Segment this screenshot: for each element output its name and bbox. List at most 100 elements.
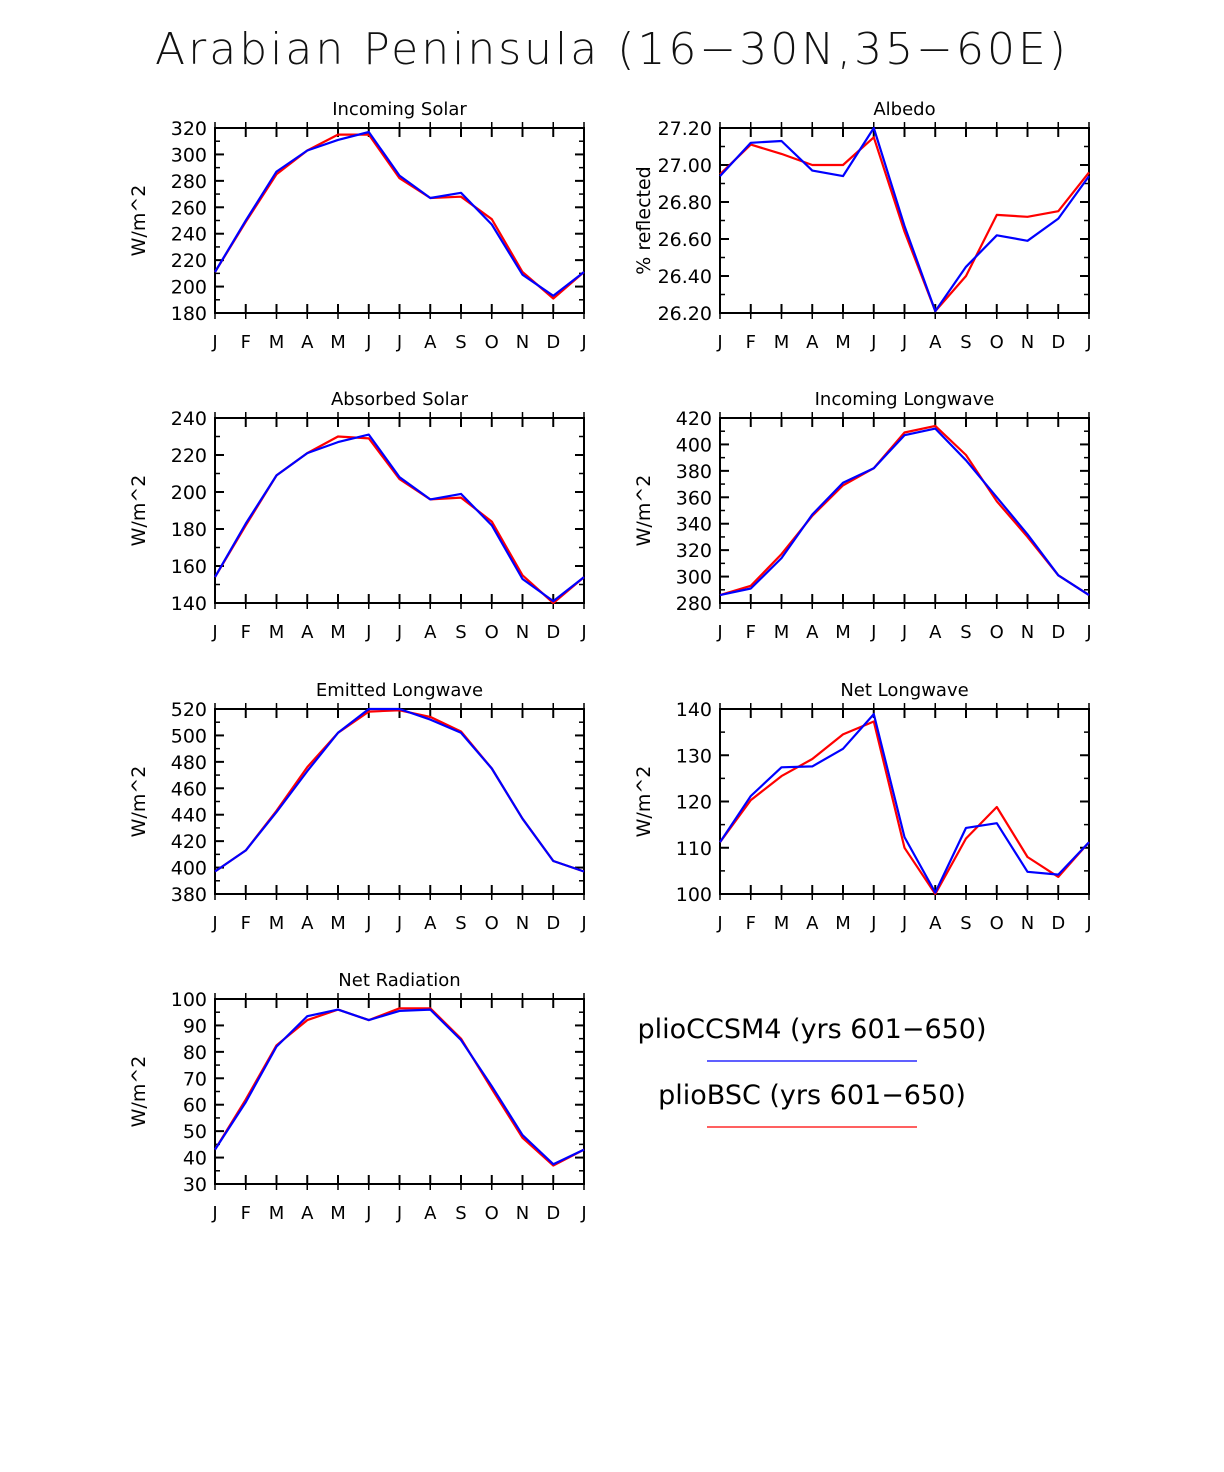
chart-title: Net Longwave <box>840 680 968 701</box>
y-tick-label: 480 <box>171 752 207 774</box>
x-tick-label: S <box>455 332 466 353</box>
y-tick-label: 160 <box>171 556 207 578</box>
x-tick-label: A <box>424 622 437 643</box>
x-tick-label: M <box>330 1203 346 1224</box>
y-tick-label: 500 <box>171 725 207 747</box>
x-tick-label: A <box>929 332 942 353</box>
x-tick-label: J <box>1085 913 1091 934</box>
series-line-pliobsc <box>719 136 1090 313</box>
chart-title: Absorbed Solar <box>331 389 469 410</box>
x-tick-label: S <box>455 622 466 643</box>
x-tick-label: M <box>774 622 790 643</box>
x-tick-label: D <box>546 332 560 353</box>
x-tick-label: A <box>301 1203 314 1224</box>
y-tick-label: 26.60 <box>658 229 712 251</box>
y-tick-label: 320 <box>676 540 712 562</box>
y-tick-label: 320 <box>171 118 207 140</box>
x-tick-label: A <box>301 622 314 643</box>
y-tick-label: 420 <box>171 831 207 853</box>
x-tick-label: A <box>301 913 314 934</box>
y-tick-label: 70 <box>183 1068 207 1090</box>
y-tick-label: 180 <box>171 519 207 541</box>
x-tick-label: J <box>901 913 907 934</box>
x-tick-label: O <box>990 332 1004 353</box>
x-tick-label: A <box>806 913 819 934</box>
x-tick-label: S <box>455 913 466 934</box>
x-tick-label: J <box>716 622 722 643</box>
x-tick-label: M <box>774 332 790 353</box>
x-tick-label: O <box>485 622 499 643</box>
figure-title: Arabian Peninsula (16−30N,35−60E) <box>155 24 1069 75</box>
y-tick-label: 420 <box>676 408 712 430</box>
x-tick-label: J <box>211 332 217 353</box>
y-tick-label: 340 <box>676 514 712 536</box>
x-tick-label: J <box>870 622 876 643</box>
chart-title: Incoming Solar <box>332 99 467 120</box>
x-tick-label: D <box>1051 332 1065 353</box>
x-tick-label: J <box>870 332 876 353</box>
y-tick-label: 220 <box>171 445 207 467</box>
y-tick-label: 27.20 <box>658 118 712 140</box>
series-line-pliobsc <box>214 435 585 605</box>
y-tick-label: 200 <box>171 482 207 504</box>
plot-frame <box>719 127 1090 314</box>
x-tick-label: O <box>485 1203 499 1224</box>
x-tick-label: A <box>929 622 942 643</box>
chart-title: Emitted Longwave <box>316 680 483 701</box>
series-line-plioccsm4 <box>214 1008 585 1166</box>
x-tick-label: F <box>746 332 756 353</box>
series-line-pliobsc <box>214 709 585 873</box>
panel-emitted-longwave: Emitted Longwave W/m^2 520 500 480 460 440 420 4… <box>128 680 587 934</box>
legend-label-plioccsm4: plioCCSM4 (yrs 601−650) <box>637 1014 986 1045</box>
x-tick-label: S <box>960 332 971 353</box>
x-tick-label: M <box>330 332 346 353</box>
y-tick-label: 300 <box>676 567 712 589</box>
y-tick-label: 140 <box>171 593 207 615</box>
x-tick-label: A <box>929 913 942 934</box>
y-tick-label: 90 <box>183 1015 207 1037</box>
x-tick-label: F <box>241 332 251 353</box>
x-tick-label: S <box>455 1203 466 1224</box>
x-tick-label: F <box>746 913 756 934</box>
x-tick-label: M <box>269 1203 285 1224</box>
y-axis-label: W/m^2 <box>128 475 150 547</box>
x-tick-label: J <box>580 332 586 353</box>
x-tick-label: J <box>716 332 722 353</box>
x-tick-label: O <box>485 332 499 353</box>
x-tick-label: M <box>835 332 851 353</box>
x-tick-label: A <box>424 913 437 934</box>
x-tick-label: A <box>424 332 437 353</box>
y-tick-label: 460 <box>171 778 207 800</box>
x-tick-label: N <box>1021 332 1034 353</box>
series-line-pliobsc <box>719 720 1090 896</box>
x-tick-label: M <box>330 913 346 934</box>
plot-frame <box>214 998 585 1185</box>
legend-label-pliobsc: plioBSC (yrs 601−650) <box>658 1080 966 1111</box>
series-line-pliobsc <box>214 133 585 300</box>
y-tick-label: 27.00 <box>658 155 712 177</box>
y-tick-label: 520 <box>171 699 207 721</box>
x-tick-label: A <box>301 332 314 353</box>
y-tick-label: 240 <box>171 408 207 430</box>
x-tick-label: N <box>516 913 529 934</box>
x-tick-label: S <box>960 913 971 934</box>
x-tick-label: M <box>269 622 285 643</box>
x-tick-label: M <box>269 913 285 934</box>
x-tick-label: N <box>516 332 529 353</box>
y-axis-label: W/m^2 <box>633 766 655 838</box>
y-axis-label: W/m^2 <box>128 1056 150 1128</box>
y-tick-label: 100 <box>676 884 712 906</box>
x-tick-label: F <box>241 622 251 643</box>
y-tick-label: 30 <box>183 1174 207 1196</box>
x-tick-label: D <box>546 622 560 643</box>
x-tick-label: M <box>774 913 790 934</box>
x-tick-label: J <box>580 622 586 643</box>
plot-frame <box>214 417 585 604</box>
x-tick-label: J <box>901 332 907 353</box>
x-tick-label: S <box>960 622 971 643</box>
x-tick-label: J <box>365 1203 371 1224</box>
x-tick-label: J <box>396 913 402 934</box>
